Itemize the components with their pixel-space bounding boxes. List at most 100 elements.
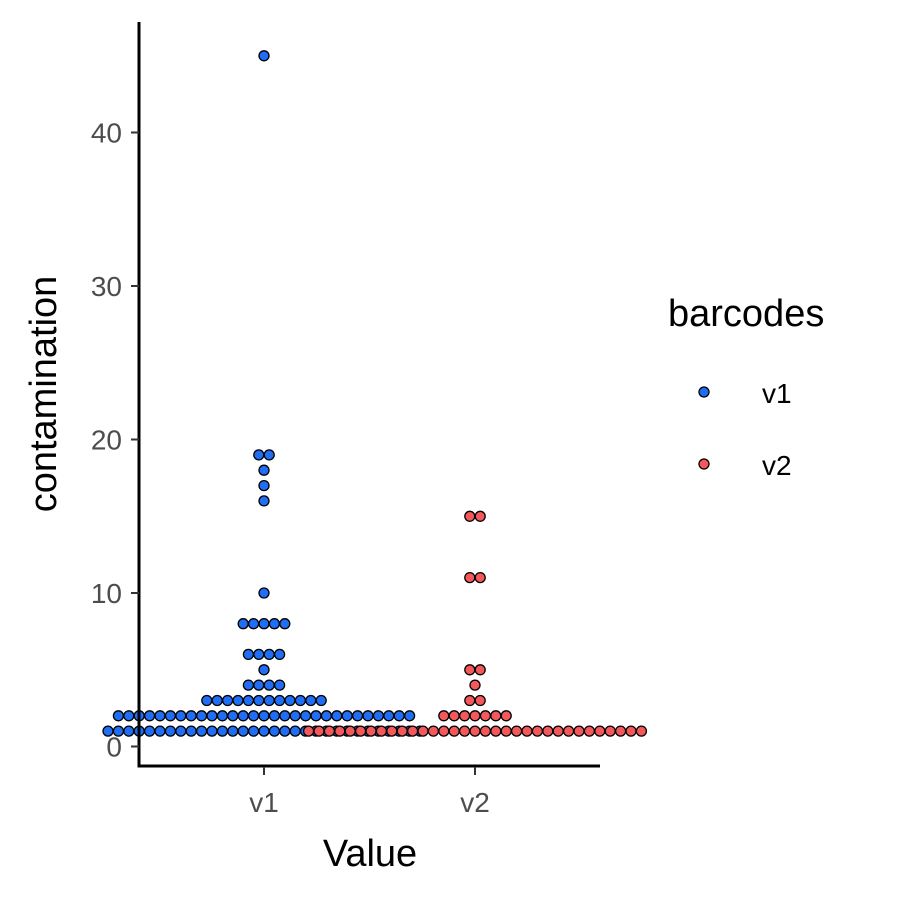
data-point-v1: [289, 710, 301, 722]
data-point-v1: [310, 710, 322, 722]
data-point-v1: [299, 710, 312, 722]
data-point-v1: [258, 710, 270, 722]
data-point-v1: [242, 694, 255, 707]
data-point-v2: [375, 725, 388, 737]
data-point-v2: [469, 725, 481, 737]
data-point-v1: [195, 710, 208, 722]
data-point-v2: [510, 725, 523, 737]
data-point-v1: [143, 710, 156, 722]
legend: barcodes v1 v2: [668, 293, 824, 481]
y-axis-ticks: 0 10 20 30 40: [91, 118, 139, 763]
data-point-v2: [344, 725, 356, 737]
data-point-v2: [573, 725, 585, 737]
data-point-v2: [474, 571, 486, 584]
data-point-v1: [253, 679, 265, 691]
data-point-v2: [542, 725, 554, 737]
data-point-v2: [562, 725, 575, 737]
data-point-v2: [474, 510, 486, 522]
data-point-v2: [458, 710, 471, 722]
data-point-v2: [469, 710, 481, 722]
data-points: [102, 50, 648, 737]
data-point-v1: [164, 725, 177, 737]
data-point-v2: [635, 725, 648, 737]
legend-label-v2: v2: [762, 450, 792, 481]
data-point-v1: [185, 710, 197, 722]
data-point-v2: [490, 710, 502, 722]
legend-key-v1: [698, 386, 710, 398]
data-point-v1: [263, 449, 275, 461]
x-tick-label: v2: [460, 787, 490, 818]
data-point-v1: [305, 694, 317, 707]
data-point-v2: [614, 725, 627, 737]
data-point-v2: [464, 510, 476, 522]
y-tick-label: 40: [91, 118, 122, 149]
data-point-v1: [372, 710, 385, 722]
data-point-v1: [393, 710, 405, 722]
data-point-v1: [284, 694, 296, 707]
data-point-v1: [258, 464, 270, 476]
data-point-v2: [302, 725, 315, 737]
data-point-v2: [474, 694, 486, 707]
data-point-v1: [279, 618, 291, 630]
data-point-v1: [263, 648, 275, 661]
data-point-v2: [354, 725, 367, 737]
data-point-v1: [268, 710, 281, 722]
data-point-v1: [175, 725, 187, 737]
data-point-v2: [365, 725, 377, 737]
y-tick-label: 10: [91, 578, 122, 609]
data-point-v2: [438, 710, 450, 722]
data-point-v1: [258, 495, 270, 507]
data-point-v1: [268, 618, 281, 630]
data-point-v1: [273, 648, 286, 661]
data-point-v1: [315, 694, 327, 707]
data-point-v1: [185, 725, 197, 737]
data-point-v1: [320, 710, 333, 722]
data-point-v1: [206, 725, 218, 737]
data-point-v1: [258, 618, 270, 630]
data-point-v2: [406, 725, 419, 737]
data-point-v2: [469, 679, 481, 691]
data-point-v1: [273, 679, 286, 691]
data-point-v1: [227, 710, 239, 722]
data-point-v2: [464, 664, 476, 676]
data-point-v1: [164, 710, 177, 722]
y-axis-title: contamination: [23, 276, 65, 513]
x-axis-ticks: v1 v2: [249, 767, 490, 818]
data-point-v2: [417, 725, 429, 737]
data-point-v2: [583, 725, 596, 737]
data-point-v1: [123, 710, 135, 722]
data-point-v2: [474, 664, 486, 676]
data-point-v1: [279, 710, 291, 722]
data-point-v2: [500, 710, 512, 722]
legend-title: barcodes: [668, 293, 824, 335]
data-point-v1: [242, 648, 255, 661]
data-point-v1: [211, 694, 223, 707]
data-point-v1: [206, 710, 218, 722]
data-point-v2: [323, 725, 336, 737]
data-point-v2: [448, 725, 460, 737]
legend-key-v2: [698, 458, 710, 470]
data-point-v1: [253, 648, 265, 661]
data-point-v1: [221, 694, 234, 707]
data-point-v1: [258, 479, 270, 492]
data-point-v2: [448, 710, 460, 722]
data-point-v2: [594, 725, 606, 737]
data-point-v2: [427, 725, 440, 737]
data-point-v1: [247, 725, 260, 737]
data-point-v2: [531, 725, 544, 737]
data-point-v2: [464, 694, 476, 707]
data-point-v1: [227, 725, 239, 737]
data-point-v1: [268, 725, 281, 737]
data-point-v1: [242, 679, 255, 691]
data-point-v1: [237, 725, 249, 737]
data-point-v2: [521, 725, 533, 737]
y-tick-label: 0: [106, 732, 122, 763]
data-point-v1: [143, 725, 156, 737]
x-axis-title: Value: [323, 833, 417, 875]
data-point-v2: [334, 725, 346, 737]
data-point-v2: [458, 725, 471, 737]
data-point-v1: [279, 725, 291, 737]
data-point-v1: [351, 710, 364, 722]
data-point-v1: [258, 50, 270, 62]
